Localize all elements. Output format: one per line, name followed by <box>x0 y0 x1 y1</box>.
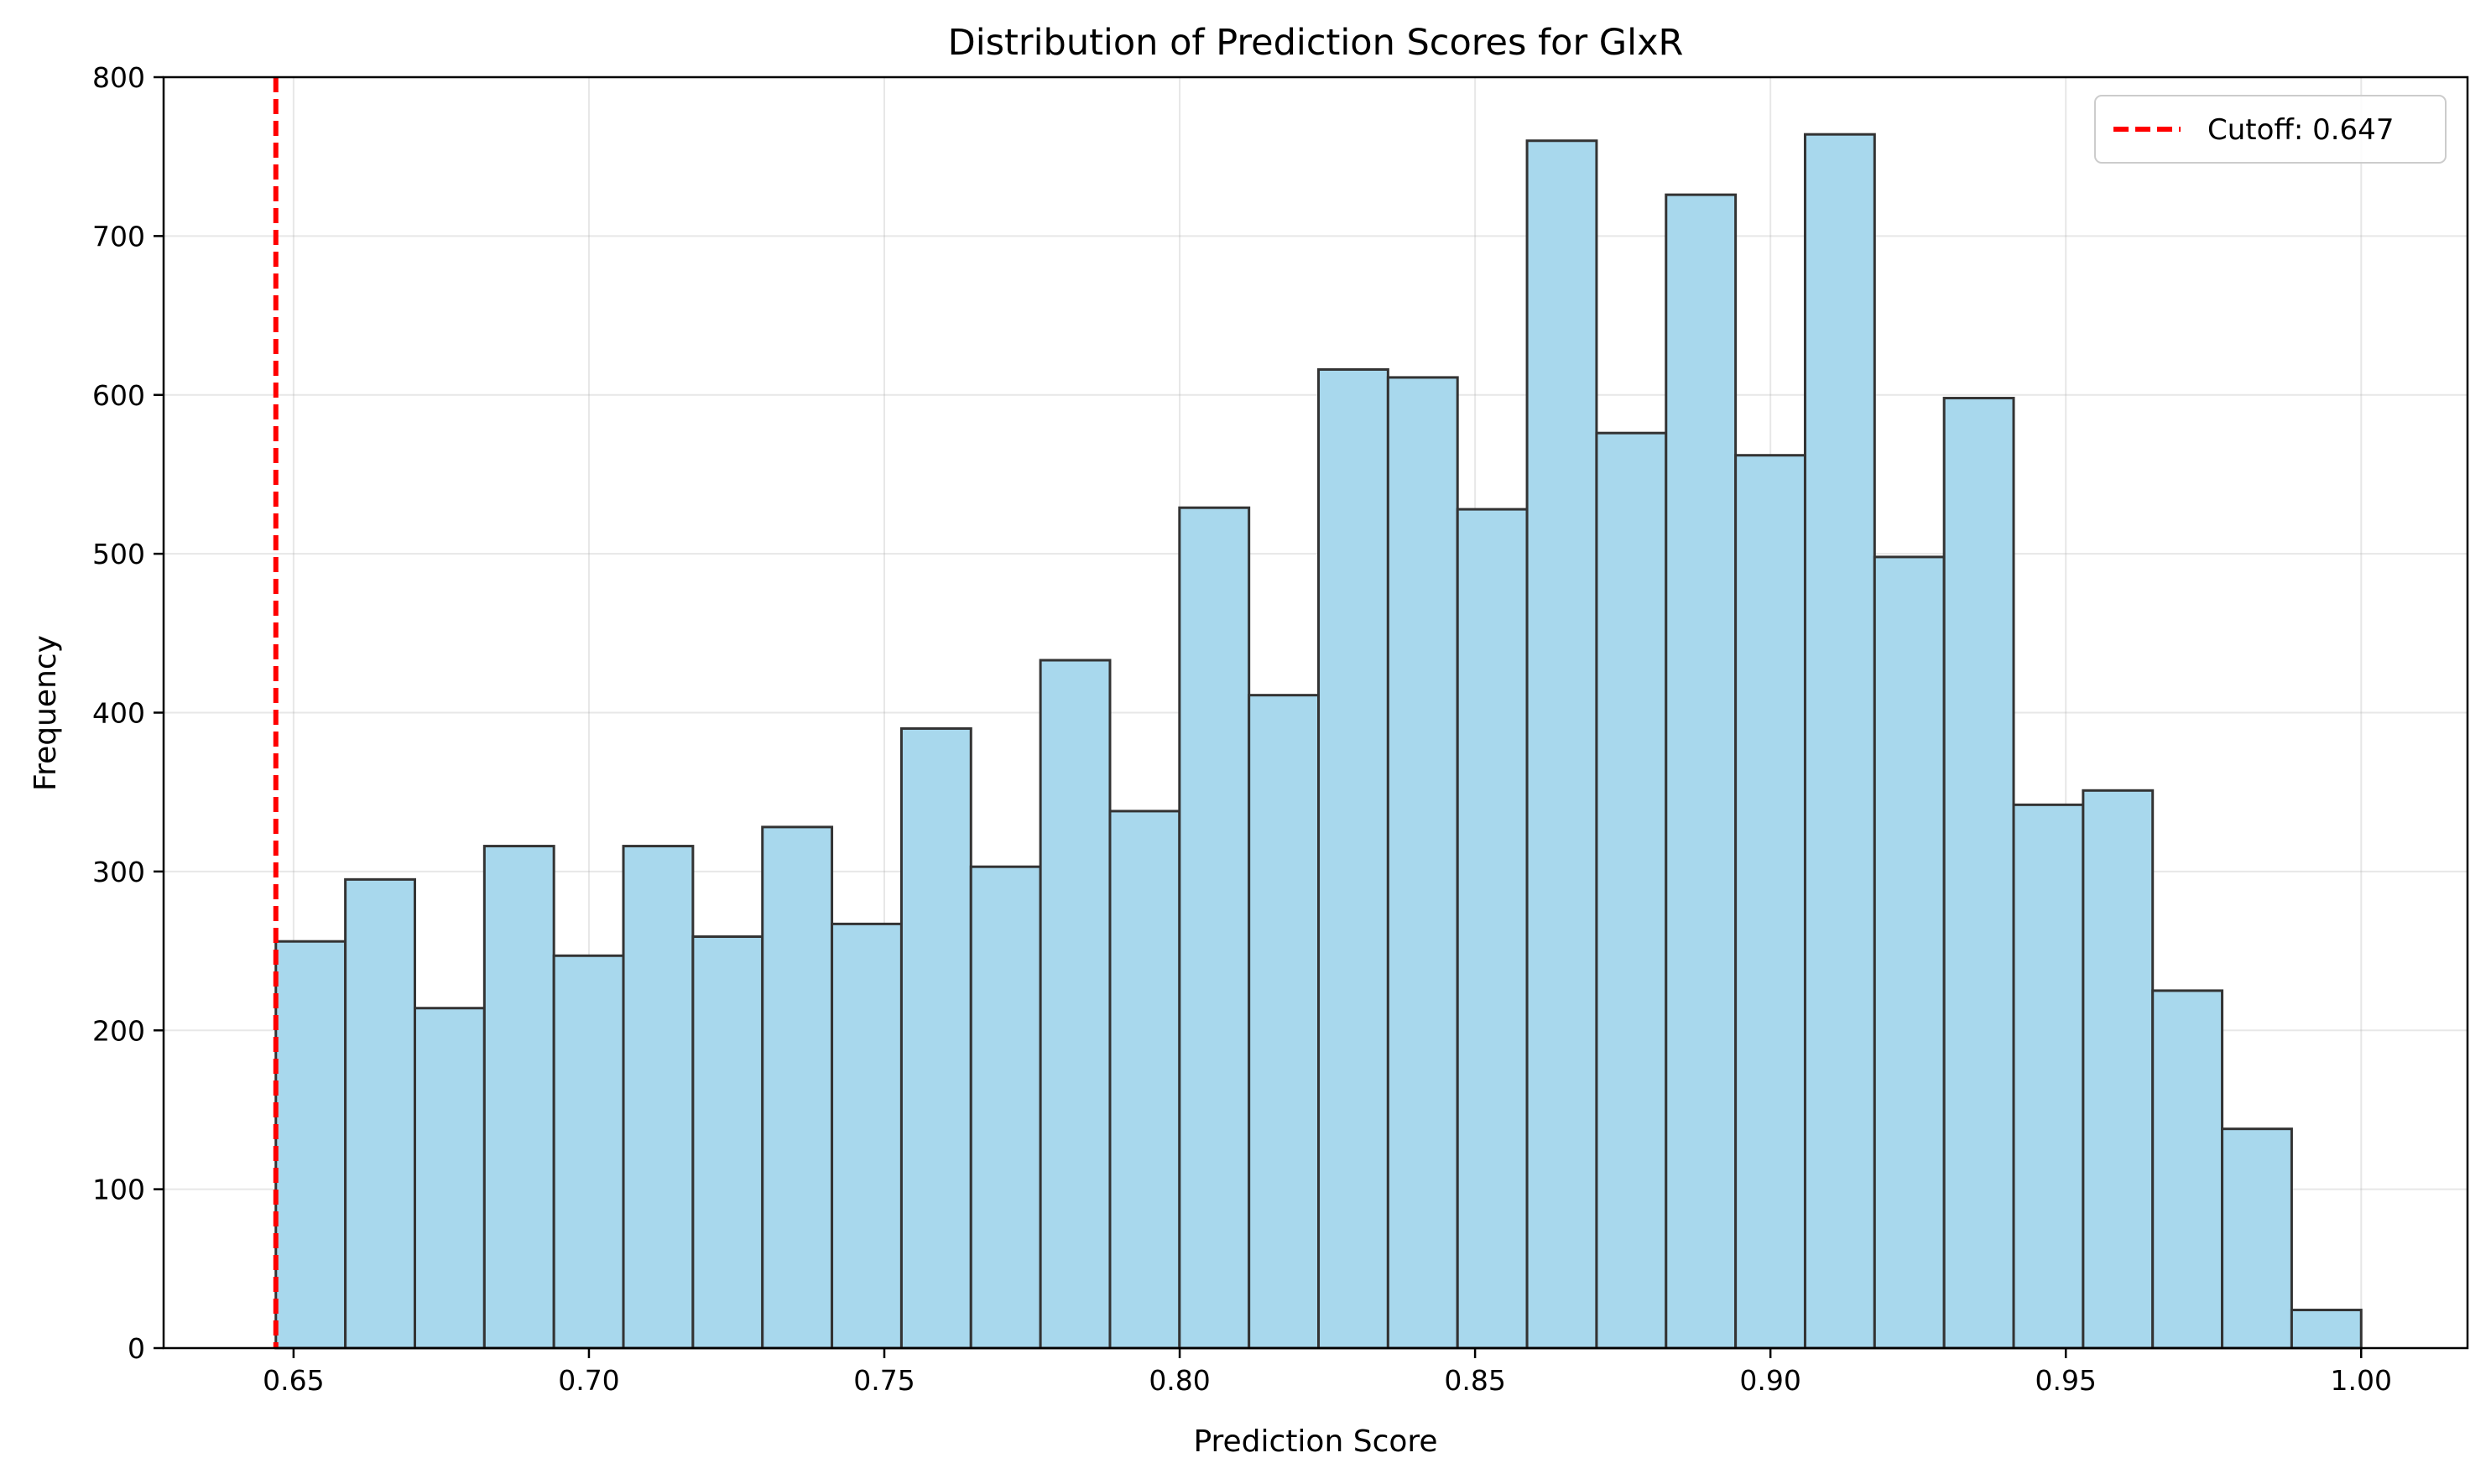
y-tick-label-3: 300 <box>92 856 145 888</box>
histogram-bar-25 <box>2012 803 2085 1350</box>
histogram-bar-1 <box>344 877 416 1350</box>
y-tick-label-4: 400 <box>92 697 145 730</box>
histogram-bar-15 <box>1317 367 1389 1350</box>
histogram-bar-18 <box>1525 139 1598 1350</box>
histogram-bar-19 <box>1595 431 1668 1350</box>
histogram-bar-0 <box>274 940 347 1350</box>
histogram-bar-14 <box>1248 694 1321 1350</box>
x-tick-label-3: 0.80 <box>1149 1364 1210 1397</box>
histogram-bar-13 <box>1178 506 1251 1350</box>
histogram-bar-4 <box>552 954 625 1350</box>
x-tick-label-2: 0.75 <box>853 1364 915 1397</box>
histogram-bar-17 <box>1456 508 1529 1350</box>
histogram-bar-23 <box>1873 555 1946 1350</box>
histogram-bar-10 <box>969 865 1042 1350</box>
histogram-bar-16 <box>1386 376 1459 1350</box>
histogram-bar-20 <box>1665 193 1738 1350</box>
y-tick-label-0: 0 <box>128 1332 145 1365</box>
x-tick-label-1: 0.70 <box>558 1364 619 1397</box>
histogram-bar-21 <box>1734 454 1806 1350</box>
y-tick-label-6: 600 <box>92 379 145 412</box>
y-axis-title: Frequency <box>29 635 63 791</box>
histogram-bar-9 <box>899 726 972 1350</box>
histogram-bar-24 <box>1942 397 2015 1350</box>
histogram-bar-12 <box>1108 810 1181 1350</box>
histogram-bar-28 <box>2221 1127 2293 1350</box>
x-tick-label-4: 0.85 <box>1444 1364 1505 1397</box>
histogram-bar-5 <box>622 845 695 1350</box>
chart-title: Distribution of Prediction Scores for Gl… <box>948 22 1684 64</box>
y-tick-label-5: 500 <box>92 538 145 570</box>
histogram-bar-11 <box>1039 659 1112 1350</box>
legend: Cutoff: 0.647 <box>2094 95 2447 164</box>
histogram-bar-3 <box>482 845 555 1350</box>
histogram-bar-6 <box>691 935 764 1350</box>
bars-group <box>274 133 2363 1350</box>
x-tick-label-7: 1.00 <box>2331 1364 2392 1397</box>
histogram-bar-8 <box>831 922 903 1350</box>
histogram-bar-22 <box>1803 133 1876 1350</box>
x-tick-label-5: 0.90 <box>1739 1364 1801 1397</box>
legend-box <box>2094 95 2447 164</box>
histogram-bar-2 <box>413 1007 486 1350</box>
histogram-bar-26 <box>2082 789 2155 1350</box>
y-axis-ticks: 0 100 200 300 400 500 600 700 800 <box>92 61 164 1365</box>
x-tick-label-6: 0.95 <box>2035 1364 2096 1397</box>
legend-label-cutoff: Cutoff: 0.647 <box>2207 113 2394 147</box>
histogram-bar-29 <box>2290 1309 2363 1350</box>
histogram-bar-7 <box>761 825 834 1350</box>
y-tick-label-8: 800 <box>92 61 145 94</box>
histogram-bar-27 <box>2151 989 2224 1350</box>
x-axis-ticks: 0.65 0.70 0.75 0.80 0.85 0.90 0.95 1.00 <box>263 1348 2392 1397</box>
y-tick-label-7: 700 <box>92 220 145 253</box>
x-axis-title: Prediction Score <box>1193 1424 1437 1459</box>
y-tick-label-2: 200 <box>92 1014 145 1047</box>
x-tick-label-0: 0.65 <box>263 1364 324 1397</box>
y-tick-label-1: 100 <box>92 1174 145 1206</box>
